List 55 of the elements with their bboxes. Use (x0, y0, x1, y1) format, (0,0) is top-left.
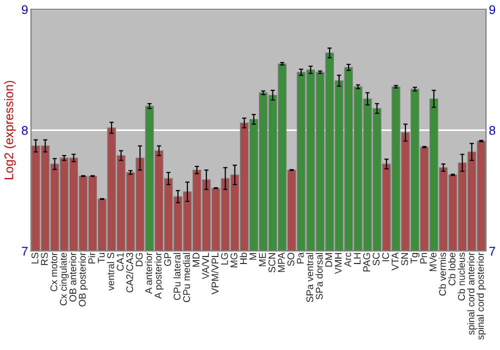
x-tick-label: Cb nucleus (458, 252, 465, 300)
x-tick-label: Pa (296, 252, 304, 264)
x-tick-label: GP (164, 252, 172, 266)
x-tick-label: MG (230, 253, 238, 268)
x-tick-label: spinal cord posterior (476, 252, 486, 340)
x-tick-label: Cb lobe (448, 252, 456, 286)
x-tick-label: DM (325, 253, 332, 267)
y2-tick-label: 9 (489, 5, 496, 14)
x-tick-label: Pn (420, 252, 427, 264)
y-tick-label: 7 (22, 246, 28, 256)
x-tick-label: RS (40, 252, 48, 266)
x-tick-label: CPu medial (182, 252, 190, 302)
x-tick-label: OB anterior (69, 252, 76, 302)
x-tick-label: Tg (410, 252, 420, 264)
x-tick-label: Cx cingulate (60, 252, 69, 306)
x-tick-label: Hb (240, 252, 247, 264)
x-tick-label: SPa dorsal (316, 252, 323, 300)
x-tick-label: CA2/CA3 (126, 252, 134, 292)
x-tick-label: VA/VL (202, 252, 209, 280)
x-tick-label: VPM/VPL (211, 252, 218, 294)
x-tick-label: PAG (363, 253, 370, 272)
x-tick-label: Cb vermis (438, 252, 446, 296)
x-tick-label: Tu (98, 252, 105, 264)
x-tick-label: SC (372, 252, 380, 266)
x-tick-label: Arc (344, 252, 352, 267)
x-tick-label: A anterior (144, 252, 152, 294)
x-tick-label: CPu lateral (173, 252, 181, 300)
x-tick-label: LS (31, 252, 38, 264)
y-tick-label: 8 (22, 126, 28, 135)
y2-tick-label: 7 (489, 246, 496, 256)
x-tick-label: SPa ventral (306, 252, 314, 302)
x-tick-label: MD (192, 252, 200, 267)
x-tick-label: LG (221, 253, 228, 265)
x-tick-label: VMH (334, 253, 342, 274)
x-tick-label: SO (287, 252, 294, 266)
x-tick-label: SCN (268, 253, 276, 272)
x-tick-label: DG (136, 253, 143, 266)
x-tick-label: MPA (278, 252, 285, 272)
x-tick-label: IC (382, 252, 390, 262)
x-tick-label: Pir (88, 252, 96, 264)
x-tick-label: ME (259, 252, 266, 266)
x-tick-label: MVe (430, 252, 436, 271)
x-tick-label: spinal cord anterior (467, 252, 476, 335)
x-tick-label: LH (354, 253, 361, 264)
x-tick-label: SN (401, 253, 408, 266)
x-tick-label: ventral S (107, 252, 114, 291)
x-tick-label: M (250, 253, 256, 260)
y-tick-label: 9 (22, 5, 28, 14)
x-tick-label: A posterior (154, 252, 164, 299)
x-tick-label: CA1 (116, 252, 124, 271)
y2-tick-label: 8 (489, 126, 496, 135)
x-tick-label: OB posterior (78, 252, 88, 306)
x-tick-label: VTA (392, 252, 398, 270)
y-axis-title: Log2 (expression) (4, 80, 16, 180)
x-tick-label: Cx motor (50, 252, 58, 292)
